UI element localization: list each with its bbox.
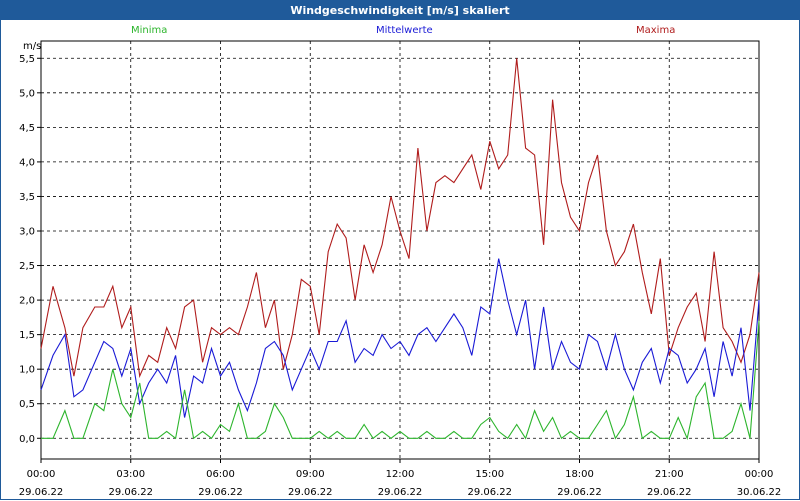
x-tick-label-time: 00:00 <box>745 469 774 480</box>
y-tick-label: 2,5 <box>19 261 35 272</box>
x-tick-label-time: 09:00 <box>296 469 325 480</box>
y-tick-label: 3,0 <box>19 227 35 238</box>
x-tick-label-time: 12:00 <box>386 469 415 480</box>
x-tick-label-date: 30.06.22 <box>737 487 782 498</box>
y-tick-label: 5,0 <box>19 88 35 99</box>
x-tick-label-date: 29.06.22 <box>557 487 602 498</box>
x-tick-label-time: 00:00 <box>27 469 56 480</box>
legend-maxima: Maxima <box>636 25 676 36</box>
x-tick-label-time: 15:00 <box>475 469 504 480</box>
x-tick-label-date: 29.06.22 <box>288 487 333 498</box>
x-tick-label-time: 21:00 <box>655 469 684 480</box>
x-tick-label-date: 29.06.22 <box>467 487 512 498</box>
x-tick-label-date: 29.06.22 <box>108 487 153 498</box>
y-tick-label: 1,5 <box>19 330 35 341</box>
y-tick-label: 5,5 <box>19 54 35 65</box>
y-axis-unit: m/s <box>23 41 42 52</box>
series-line-minima <box>41 320 760 441</box>
x-tick-label-time: 03:00 <box>116 469 145 480</box>
x-tick-label-date: 29.06.22 <box>19 487 64 498</box>
y-tick-label: 4,0 <box>19 157 35 168</box>
x-tick-label-time: 06:00 <box>206 469 235 480</box>
x-tick-label-date: 29.06.22 <box>378 487 423 498</box>
series-line-mittelwerte <box>40 258 760 418</box>
legend-minima: Minima <box>131 25 168 36</box>
x-tick-label-date: 29.06.22 <box>647 487 692 498</box>
y-tick-label: 0,5 <box>19 399 35 410</box>
y-tick-label: 0,0 <box>19 434 35 445</box>
y-tick-label: 2,0 <box>19 296 35 307</box>
y-tick-label: 3,5 <box>19 192 35 203</box>
legend-mittelwerte: Mittelwerte <box>376 25 433 36</box>
series-line-maxima <box>40 58 760 379</box>
window-title: Windgeschwindigkeit [m/s] skaliert <box>1 1 799 20</box>
x-tick-label-date: 29.06.22 <box>198 487 243 498</box>
y-tick-label: 4,5 <box>19 123 35 134</box>
x-tick-label-time: 18:00 <box>565 469 594 480</box>
y-tick-label: 1,0 <box>19 365 35 376</box>
